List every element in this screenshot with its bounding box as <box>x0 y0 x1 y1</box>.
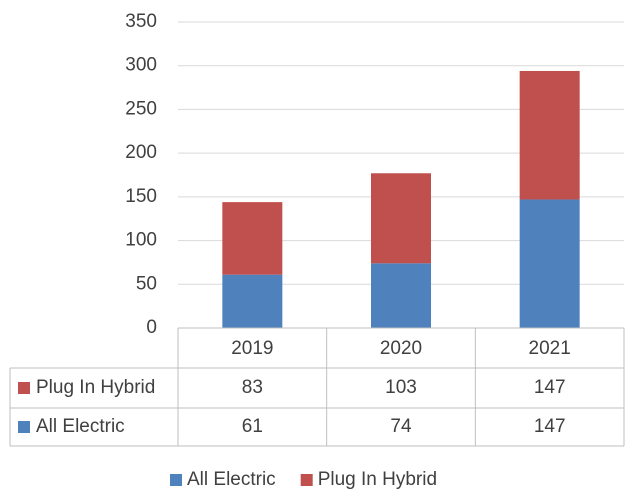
table-value: 74 <box>390 416 412 437</box>
bar-segment <box>519 199 580 328</box>
table-legend-key <box>18 382 30 394</box>
table-value: 61 <box>242 416 263 437</box>
x-tick-label: 2019 <box>231 338 273 359</box>
legend-label: Plug In Hybrid <box>318 469 437 490</box>
table-value: 103 <box>385 377 417 398</box>
y-tick-label: 200 <box>125 142 157 163</box>
table-legend-key <box>18 421 30 433</box>
bar-segment <box>519 70 580 200</box>
y-tick-label: 0 <box>146 317 157 338</box>
legend-label: All Electric <box>187 469 276 490</box>
y-tick-label: 100 <box>125 230 157 251</box>
y-tick-label: 300 <box>125 55 157 76</box>
x-tick-label: 2021 <box>529 338 571 359</box>
bar-segment <box>371 263 431 328</box>
bar-segment <box>222 202 283 275</box>
y-tick-label: 250 <box>125 98 157 119</box>
legend-key <box>300 474 313 486</box>
y-tick-label: 150 <box>125 186 157 207</box>
table-value: 147 <box>534 416 566 437</box>
y-tick-label: 50 <box>136 273 157 294</box>
table-value: 147 <box>534 377 566 398</box>
bar-segment <box>371 173 431 264</box>
table-value: 83 <box>242 377 263 398</box>
bar-segment <box>222 274 283 328</box>
x-tick-label: 2020 <box>380 338 422 359</box>
y-tick-label: 350 <box>125 11 157 32</box>
legend-key <box>170 474 182 486</box>
table-row-label: Plug In Hybrid <box>36 377 155 398</box>
table-row-label: All Electric <box>36 416 125 437</box>
